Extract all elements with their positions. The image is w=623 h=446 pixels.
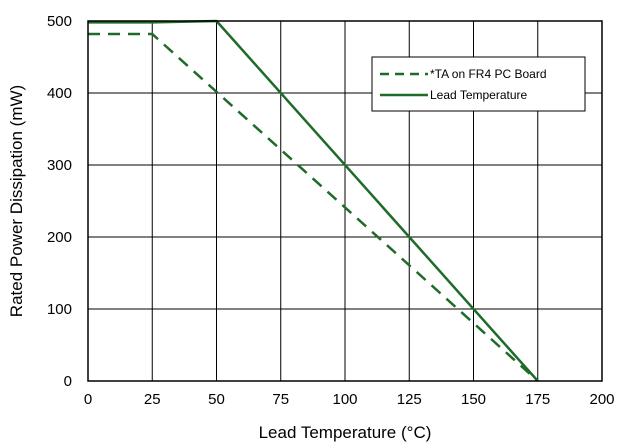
y-axis-title: Rated Power Dissipation (mW)	[7, 85, 26, 317]
y-tick-label: 100	[47, 301, 72, 318]
legend: *TA on FR4 PC Board Lead Temperature	[371, 56, 586, 112]
x-tick-label: 175	[525, 391, 550, 408]
tick-labels: 0 25 50 75 100 125 150 175 200 0 100 200 300 400 500	[47, 13, 615, 408]
plot-frame	[87, 20, 603, 382]
x-tick-label: 200	[589, 391, 614, 408]
x-tick-label: 125	[397, 391, 422, 408]
x-axis-title: Lead Temperature (°C)	[259, 423, 432, 442]
y-tick-label: 300	[47, 157, 72, 174]
y-tick-label: 500	[47, 13, 72, 30]
x-tick-label: 100	[332, 391, 357, 408]
legend-label-ta: *TA on FR4 PC Board	[430, 67, 547, 81]
y-tick-label: 200	[47, 229, 72, 246]
x-tick-label: 25	[144, 391, 161, 408]
x-tick-label: 0	[84, 391, 92, 408]
x-tick-label: 75	[272, 391, 289, 408]
series-ta-fr4-line	[88, 32, 539, 382]
legend-box	[371, 56, 586, 112]
x-tick-label: 150	[461, 391, 486, 408]
y-tick-label: 0	[64, 373, 72, 390]
legend-label-lead: Lead Temperature	[430, 88, 528, 102]
x-tick-label: 50	[208, 391, 225, 408]
y-tick-label: 400	[47, 85, 72, 102]
